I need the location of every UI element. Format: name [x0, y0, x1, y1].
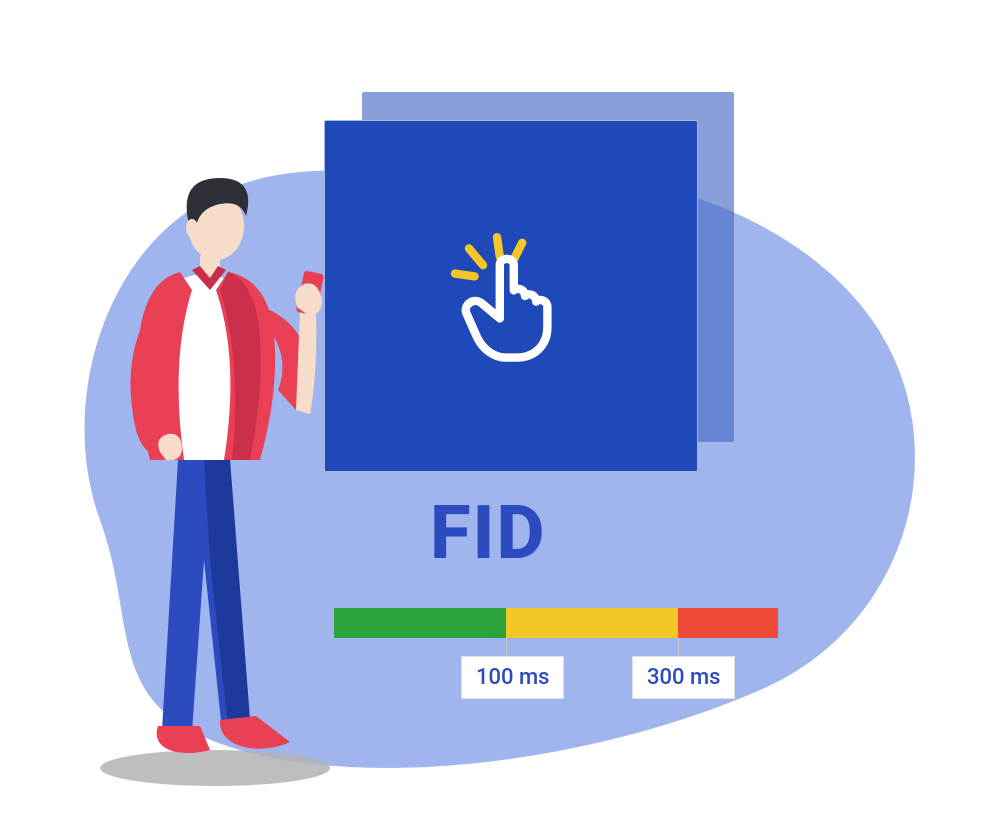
person-illustration [100, 160, 350, 780]
infographic-stage: FID 100 ms 300 ms [0, 0, 982, 819]
forearm-right [296, 310, 316, 414]
segment-good [334, 608, 506, 638]
threshold-bar [334, 608, 778, 638]
segment-needs-improvement [506, 608, 678, 638]
ear [186, 219, 198, 237]
hand-outline [466, 259, 548, 358]
threshold-label-300ms: 300 ms [632, 656, 735, 699]
metric-title: FID [430, 490, 547, 577]
threshold-label-100ms: 100 ms [461, 656, 564, 699]
card-front [324, 120, 698, 472]
click-hand-icon [441, 226, 581, 366]
segment-poor [678, 608, 778, 638]
legs [162, 460, 250, 732]
